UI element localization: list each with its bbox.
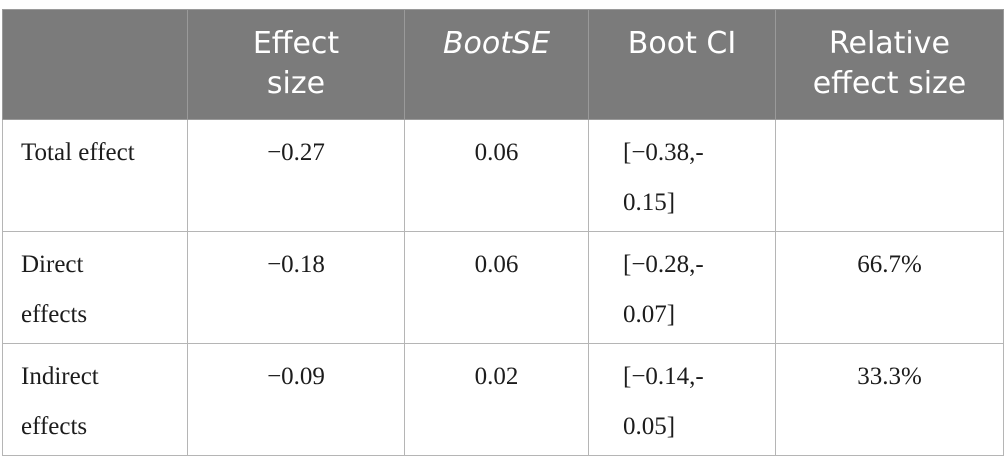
- cell-effect-size: −0.18: [187, 231, 405, 344]
- cell-boot-ci-line-1: [−0.14,-: [623, 363, 704, 390]
- row-label-total-effect: Total effect: [2, 119, 188, 232]
- table-header: Effect size BootSE Boot CI Relative effe…: [2, 9, 1004, 120]
- row-label-line: effects: [21, 413, 88, 440]
- cell-effect-size: −0.09: [187, 343, 405, 456]
- row-label-line: effects: [21, 301, 88, 328]
- cell-boot-ci: [−0.14,- 0.05]: [588, 343, 776, 456]
- cell-relative-effect-size: 33.3%: [775, 343, 1004, 456]
- cell-effect-size: −0.27: [187, 119, 405, 232]
- cell-boot-ci-line-1: [−0.38,-: [623, 139, 704, 166]
- table-row: Indirect effects −0.09 0.02 [−0.14,- 0.0…: [2, 343, 1004, 456]
- row-label-indirect-effects: Indirect effects: [2, 343, 188, 456]
- effects-table: Effect size BootSE Boot CI Relative effe…: [2, 9, 1004, 456]
- table-body: Total effect −0.27 0.06 [−0.38,- 0.15] D…: [2, 119, 1004, 456]
- cell-relative-effect-size: [775, 119, 1004, 232]
- row-label-line: Indirect: [21, 363, 99, 390]
- cell-boot-ci-line-2: 0.15]: [623, 189, 676, 216]
- header-boot-ci: Boot CI: [588, 9, 776, 120]
- header-boot-se: BootSE: [404, 9, 589, 120]
- table-row: Total effect −0.27 0.06 [−0.38,- 0.15]: [2, 119, 1004, 232]
- cell-boot-se: 0.06: [404, 231, 589, 344]
- table-row: Direct effects −0.18 0.06 [−0.28,- 0.07]…: [2, 231, 1004, 344]
- cell-boot-ci-line-2: 0.05]: [623, 413, 676, 440]
- header-row: Effect size BootSE Boot CI Relative effe…: [2, 9, 1004, 120]
- cell-boot-ci-line-1: [−0.28,-: [623, 251, 704, 278]
- cell-relative-effect-size: 66.7%: [775, 231, 1004, 344]
- cell-boot-se: 0.02: [404, 343, 589, 456]
- row-label-line: Direct: [21, 251, 84, 278]
- header-relative-effect-size-line-2: effect size: [812, 66, 967, 101]
- header-relative-effect-size-line-1: Relative: [829, 26, 950, 61]
- cell-boot-ci: [−0.28,- 0.07]: [588, 231, 776, 344]
- header-effect-size: Effect size: [187, 9, 405, 120]
- row-label-line: Total effect: [21, 139, 135, 166]
- header-effect-size-line-2: size: [266, 66, 326, 101]
- header-relative-effect-size: Relative effect size: [775, 9, 1004, 120]
- row-label-direct-effects: Direct effects: [2, 231, 188, 344]
- cell-boot-ci: [−0.38,- 0.15]: [588, 119, 776, 232]
- header-effect-size-line-1: Effect: [252, 26, 340, 61]
- header-corner-cell: [2, 9, 188, 120]
- cell-boot-ci-line-2: 0.07]: [623, 301, 676, 328]
- cell-boot-se: 0.06: [404, 119, 589, 232]
